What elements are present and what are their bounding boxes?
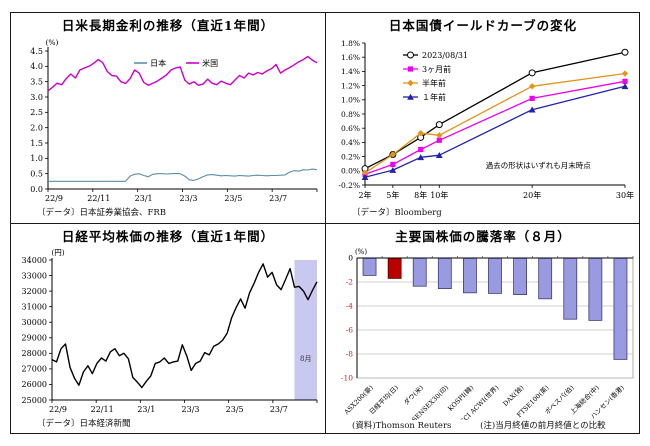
svg-text:(%): (%)	[45, 38, 58, 47]
svg-text:日本: 日本	[150, 58, 166, 68]
svg-text:半年前: 半年前	[422, 78, 446, 88]
svg-text:10年: 10年	[430, 190, 448, 200]
svg-text:-4: -4	[346, 302, 354, 311]
svg-text:-2: -2	[346, 278, 354, 287]
svg-text:3ヶ月前: 3ヶ月前	[422, 64, 451, 74]
chart-title: 日米長期金利の推移（直近1年間）	[61, 18, 275, 33]
svg-text:0: 0	[348, 254, 353, 263]
svg-text:8年: 8年	[414, 190, 427, 200]
svg-text:0.5: 0.5	[30, 169, 43, 178]
svg-text:27000: 27000	[21, 365, 46, 374]
svg-text:4.5: 4.5	[30, 47, 43, 56]
svg-text:34000: 34000	[21, 256, 46, 265]
svg-text:28000: 28000	[21, 349, 46, 358]
chart-source: (資料)Thomson Reuters (注)当月終値の前月終値との比較	[326, 419, 640, 431]
svg-text:33000: 33000	[21, 271, 46, 280]
nikkei-chart-canvas: 8月 25000 26000 27000 28000 29000 30000 31000 320…	[21, 248, 318, 414]
chart-grid: 日米長期金利の推移（直近1年間） 0.0 0.5 1.0 1.5 2.0 2.5 3.0 3.…	[10, 12, 640, 434]
svg-text:過去の形状はいずれも月末時点: 過去の形状はいずれも月末時点	[486, 160, 591, 170]
svg-text:32000: 32000	[21, 287, 46, 296]
svg-text:23/7: 23/7	[269, 405, 287, 414]
svg-text:25000: 25000	[21, 396, 46, 405]
chart-source: 〔データ〕Bloomberg	[352, 208, 442, 218]
svg-text:1.8%: 1.8%	[341, 39, 360, 48]
panel-nikkei: 日経平均株価の推移（直近1年間） 8月 25000 26000 27000 28000 2…	[11, 224, 326, 434]
svg-text:1.2%: 1.2%	[341, 81, 360, 90]
svg-text:29000: 29000	[21, 334, 46, 343]
svg-text:23/5: 23/5	[225, 405, 243, 414]
svg-text:22/9: 22/9	[45, 194, 63, 203]
svg-text:-0.2%: -0.2%	[338, 181, 360, 190]
svg-text:0.8%: 0.8%	[341, 110, 360, 119]
svg-text:22/11: 22/11	[87, 194, 110, 203]
svg-text:22/11: 22/11	[90, 405, 113, 414]
svg-text:22/9: 22/9	[49, 405, 67, 414]
svg-text:4.0: 4.0	[30, 62, 43, 71]
svg-text:2.0: 2.0	[30, 123, 43, 132]
svg-text:(%): (%)	[355, 248, 367, 256]
svg-text:0.4%: 0.4%	[341, 138, 360, 147]
source-note: (注)当月終値の前月終値との比較	[480, 421, 606, 431]
svg-text:23/3: 23/3	[181, 405, 199, 414]
svg-text:23/1: 23/1	[137, 405, 155, 414]
chart-source: 〔データ〕日本証券業協会、FRB	[37, 208, 167, 218]
chart-title: 日経平均株価の推移（直近1年間）	[61, 229, 275, 244]
source-left: (資料)Thomson Reuters	[352, 421, 452, 431]
svg-text:2年: 2年	[358, 190, 371, 200]
svg-text:0.0: 0.0	[30, 185, 43, 194]
svg-text:30000: 30000	[21, 318, 46, 327]
svg-text:0.2%: 0.2%	[341, 152, 360, 161]
svg-text:-6: -6	[346, 326, 354, 335]
chart-title: 日本国債イールドカーブの変化	[388, 18, 578, 33]
svg-text:0.0%: 0.0%	[341, 167, 360, 176]
svg-text:20年: 20年	[523, 190, 541, 200]
bar-chart-canvas: 0-2-4-6-8-10(%)ASX200(豪)日経平均(日) ダウ(米)SENS…	[341, 248, 634, 420]
panel-major-markets: 主要国株価の騰落率（８月） 0 -2 -4 -6 -8 -10 (%) ASX200(豪) 日経…	[326, 224, 640, 434]
svg-text:-8: -8	[346, 350, 354, 359]
svg-text:米国: 米国	[202, 58, 218, 68]
svg-text:-10: -10	[341, 374, 353, 383]
svg-text:23/3: 23/3	[179, 194, 197, 203]
svg-text:30年: 30年	[616, 190, 634, 200]
svg-text:(円): (円)	[51, 248, 64, 257]
chart-source: 〔データ〕日本経済新聞	[37, 419, 131, 429]
chart-title: 主要国株価の騰落率（８月）	[395, 229, 571, 244]
svg-text:1.6%: 1.6%	[341, 53, 360, 62]
svg-text:2.5: 2.5	[30, 108, 43, 117]
panel-jp-us-rates: 日米長期金利の推移（直近1年間） 0.0 0.5 1.0 1.5 2.0 2.5 3.0 3.…	[11, 13, 326, 224]
svg-text:2023/08/31: 2023/08/31	[422, 51, 468, 60]
svg-text:5年: 5年	[386, 190, 399, 200]
svg-text:１年前: １年前	[422, 92, 446, 102]
panel-jgb-yield-curve: 日本国債イールドカーブの変化 -0.2% 0.0% 0.2% 0.4% 0.6% 0.8%…	[326, 13, 640, 224]
svg-text:ダウ(米): ダウ(米)	[401, 383, 425, 407]
svg-text:1.0: 1.0	[30, 154, 43, 163]
svg-text:DAX(独): DAX(独)	[501, 383, 526, 408]
svg-text:23/7: 23/7	[269, 194, 287, 203]
svg-text:0.6%: 0.6%	[341, 124, 360, 133]
svg-text:8月: 8月	[300, 355, 311, 363]
yield-curve-canvas: -0.2% 0.0% 0.2% 0.4% 0.6% 0.8% 1.0% 1.2% 1.4% 1.6…	[338, 39, 634, 200]
svg-text:1.5: 1.5	[30, 139, 43, 148]
rates-chart-canvas: 0.0 0.5 1.0 1.5 2.0 2.5 3.0 3.5 4.0 4.5(%) 22/9 22/…	[30, 38, 317, 203]
svg-text:26000: 26000	[21, 380, 46, 389]
svg-text:31000: 31000	[21, 302, 46, 311]
svg-text:1.0%: 1.0%	[341, 96, 360, 105]
svg-text:3.5: 3.5	[30, 77, 43, 86]
svg-text:23/1: 23/1	[134, 194, 152, 203]
svg-text:23/5: 23/5	[224, 194, 242, 203]
svg-text:3.0: 3.0	[30, 93, 43, 102]
svg-text:1.4%: 1.4%	[341, 67, 360, 76]
